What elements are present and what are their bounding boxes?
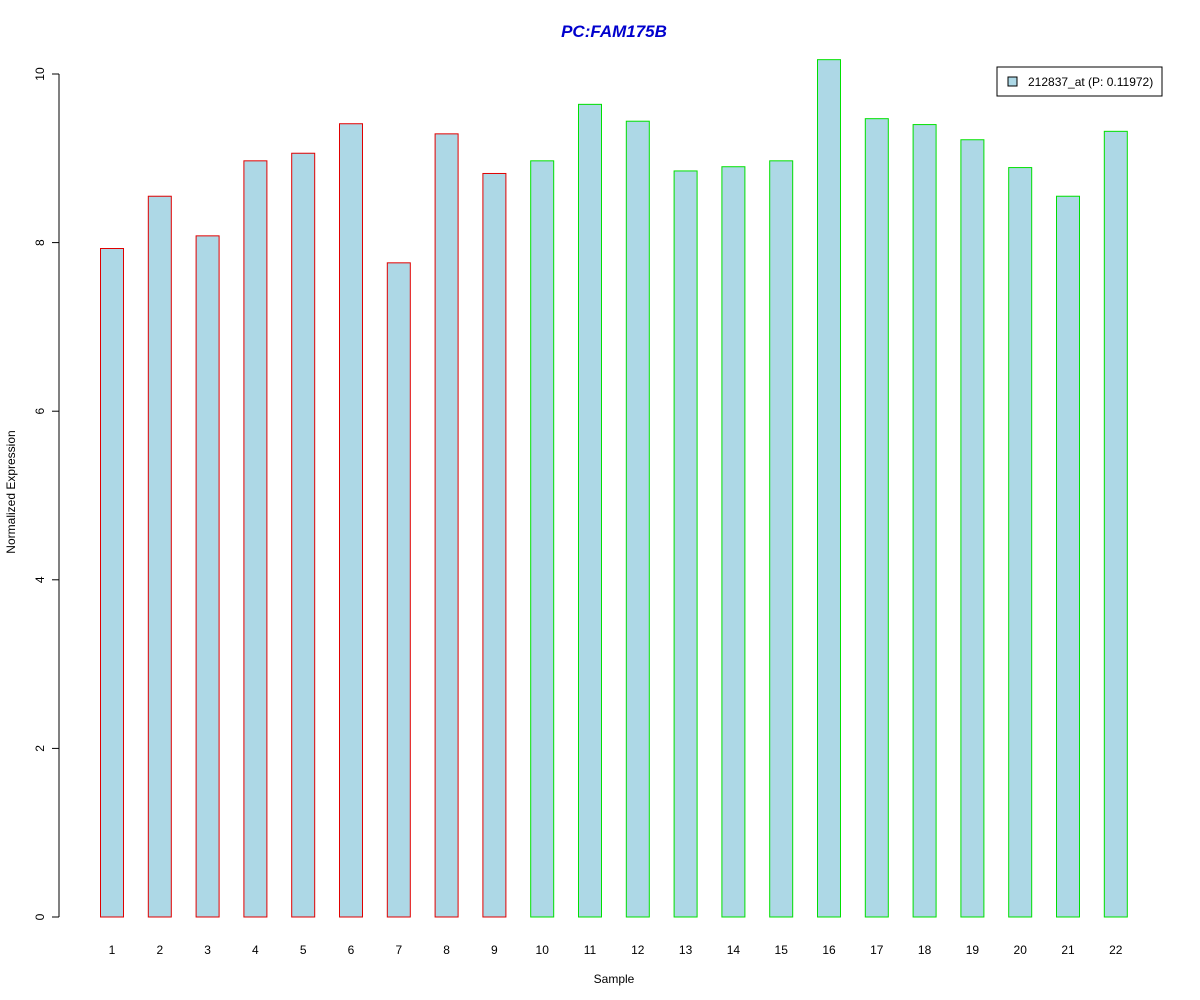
y-tick-label: 4: [33, 576, 47, 583]
x-tick-label: 1: [109, 943, 116, 957]
chart-title: PC:FAM175B: [561, 22, 667, 41]
x-tick-label: 12: [631, 943, 645, 957]
x-axis-ticks: 1 2 3 4 5 6 7 8 9 10 11 12 13 14 15 16 17 18 19 20 21 22: [109, 943, 1123, 957]
bar-sample-14: [721, 166, 746, 918]
x-tick-label: 13: [679, 943, 693, 957]
x-tick-label: 14: [727, 943, 741, 957]
bar-sample-9: [482, 172, 507, 918]
legend-box: [996, 66, 1163, 97]
x-tick-label: 15: [775, 943, 789, 957]
bar-sample-7: [386, 262, 411, 918]
y-axis: 0 2 4 6 8 10: [33, 67, 60, 920]
bar-sample-5: [291, 152, 316, 918]
bar-sample-18: [912, 124, 937, 918]
bar-sample-17: [864, 118, 889, 918]
x-tick-label: 16: [822, 943, 836, 957]
legend-label: 212837_at (P: 0.11972): [1028, 75, 1153, 89]
bar-sample-4: [243, 160, 268, 918]
bar-sample-19: [960, 139, 985, 918]
bar-sample-13: [673, 170, 698, 918]
y-tick-label: 6: [33, 408, 47, 415]
legend-swatch: [1007, 76, 1018, 87]
bar-sample-12: [625, 120, 650, 918]
x-tick-label: 19: [966, 943, 980, 957]
bar-sample-10: [530, 160, 555, 918]
legend: 212837_at (P: 0.11972): [996, 66, 1163, 97]
x-tick-label: 10: [536, 943, 550, 957]
x-tick-label: 8: [443, 943, 450, 957]
y-tick-label: 2: [33, 745, 47, 752]
bar-sample-20: [1008, 167, 1033, 918]
y-tick-label: 0: [33, 913, 47, 920]
bar-sample-16: [817, 59, 841, 918]
x-tick-label: 21: [1061, 943, 1075, 957]
bar-sample-11: [578, 103, 602, 918]
bar-sample-22: [1103, 130, 1128, 918]
x-tick-label: 11: [584, 943, 597, 957]
x-tick-label: 3: [204, 943, 211, 957]
x-tick-label: 18: [918, 943, 932, 957]
x-tick-label: 4: [252, 943, 259, 957]
y-axis-label: Normalized Expression: [4, 430, 18, 553]
bar-sample-6: [339, 123, 363, 918]
bar-sample-2: [147, 195, 172, 918]
x-tick-label: 2: [156, 943, 163, 957]
bar-sample-8: [434, 133, 459, 918]
bar-sample-21: [1056, 195, 1080, 918]
x-axis-label: Sample: [594, 972, 635, 986]
x-tick-label: 6: [348, 943, 355, 957]
bars: [100, 59, 1128, 918]
y-tick-label: 8: [33, 239, 47, 246]
x-tick-label: 9: [491, 943, 498, 957]
x-tick-label: 7: [395, 943, 402, 957]
bar-sample-15: [769, 160, 794, 918]
x-tick-label: 17: [870, 943, 884, 957]
y-tick-label: 10: [33, 67, 47, 81]
x-tick-label: 5: [300, 943, 307, 957]
x-tick-label: 20: [1014, 943, 1028, 957]
x-tick-label: 22: [1109, 943, 1123, 957]
bar-sample-3: [195, 235, 220, 918]
bar-sample-1: [100, 248, 124, 918]
